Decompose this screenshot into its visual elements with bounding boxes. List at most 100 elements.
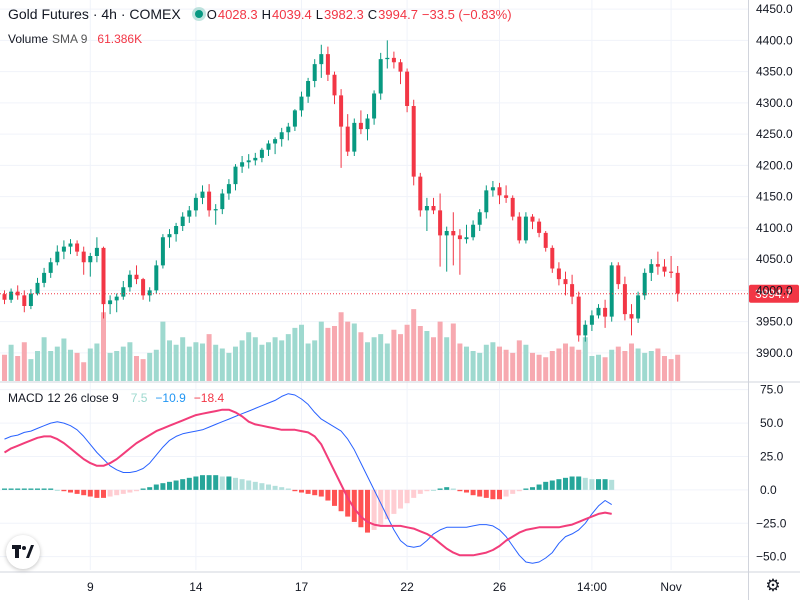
candle-body [622,284,627,315]
price-tick-label: 4150.0 [756,190,793,204]
candle-body [669,271,674,273]
candle-body [570,284,575,297]
macd-histogram-bar [68,489,73,493]
candle-body [451,231,456,236]
macd-histogram-bar [140,488,146,490]
high-value: 4039.4 [272,6,312,22]
volume-bars [2,309,681,381]
candle-body [180,216,185,226]
candle-body [28,293,33,306]
volume-bar [371,337,377,381]
close-value: 3994.7 [378,6,418,22]
volume-bar [483,344,489,381]
symbol-title[interactable]: Gold Futures · 4h · COMEX [8,6,181,22]
macd-histogram-bar [332,489,337,506]
time-tick-label: 9 [87,580,94,594]
macd-histogram-bar [549,480,555,490]
volume-bar [602,357,608,381]
macd-histogram-bar [127,489,133,493]
candle-body [246,160,251,163]
macd-histogram-bar [582,477,588,490]
macd-histogram-bar [61,489,67,492]
macd-histogram-bar [490,489,496,500]
macd-histogram-bar [543,481,549,490]
volume-bar [114,351,120,381]
macd-histogram-bar [530,487,535,490]
macd-legend: MACD 12 26 close 9 7.5 −10.9 −18.4 [8,391,228,405]
macd-tick-label: 75.0 [760,383,784,397]
volume-bar [556,348,562,381]
candle-body [517,216,522,241]
macd-histogram-bar [279,487,285,490]
macd-histogram-bar [516,489,522,492]
macd-label[interactable]: MACD [8,391,44,405]
macd-histogram-bar [272,485,278,490]
candle-body [477,212,482,225]
volume-bar [318,321,324,381]
candle-body [589,315,594,325]
candle-body [306,81,311,97]
volume-bar [219,348,225,381]
macd-line-value: −10.9 [155,391,186,405]
volume-bar [589,356,595,381]
macd-histogram-bar [398,489,403,509]
candle-body [292,110,297,127]
macd-histogram-bar [74,489,80,494]
candle-body [537,221,542,233]
macd-histogram-bar [431,489,436,491]
candle-body [438,210,443,236]
volume-bar [635,348,641,381]
volume-bar [490,342,496,381]
volume-label[interactable]: Volume [8,32,49,46]
candle-body [391,57,396,63]
macd-histogram-bar [523,488,529,490]
macd-histogram-bar [358,489,364,528]
macd-histogram-bar [609,479,615,490]
macd-histogram-bar [2,488,7,490]
candle-body [259,149,264,158]
volume-bar [48,351,54,381]
volume-bar [378,334,384,381]
volume-sma-label: SMA 9 [52,32,88,46]
candle-body [108,300,113,305]
candle-body [207,191,212,211]
candle-body [68,243,73,247]
volume-legend: Volume SMA 9 61.386K [8,32,146,46]
volume-bar [582,337,588,381]
macd-histogram-bar [563,477,568,490]
volume-bar [41,337,47,381]
macd-params: 12 26 close 9 [47,391,119,405]
macd-histogram-bar [266,484,271,490]
tradingview-logo-icon[interactable] [6,535,40,569]
price-tick-label: 3900.0 [756,346,793,360]
time-tick-label: 14 [189,580,203,594]
settings-gear-icon[interactable]: ⚙ [765,576,781,595]
candle-body [187,210,192,217]
volume-bar [213,344,219,381]
candle-body [226,184,231,194]
volume-bar [193,342,199,381]
candle-body [616,265,621,285]
macd-histogram-bar [351,489,357,522]
macd-histogram-bar [338,489,344,512]
candle-body [464,237,469,240]
candle-body [101,247,106,305]
candle-body [312,64,317,81]
volume-bar [120,346,126,381]
macd-histogram-bar [365,489,370,533]
volume-bar [252,337,258,381]
candle-body [286,126,291,133]
candle-body [510,197,515,217]
macd-histogram-bar [246,480,252,490]
macd-histogram-bar [569,476,575,490]
candle-body [411,106,416,177]
low-label: L [315,6,323,22]
macd-tick-label: −25.0 [756,516,787,530]
volume-bar [226,352,232,381]
macd-histogram-bar [41,488,47,490]
macd-histogram-bar [424,489,430,492]
volume-bar [68,349,73,381]
macd-histogram-bar [483,489,489,498]
